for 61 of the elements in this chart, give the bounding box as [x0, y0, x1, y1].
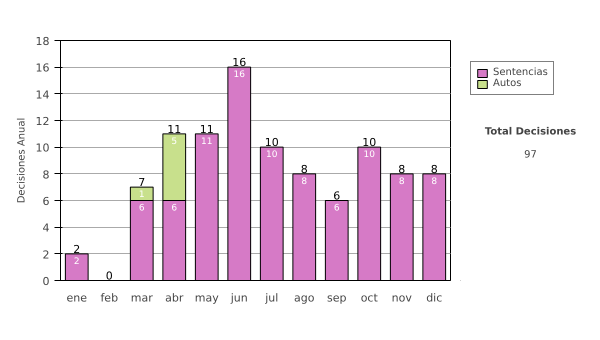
legend-label: Autos	[493, 78, 522, 89]
bar	[390, 173, 414, 280]
legend-label: Sentencias	[493, 67, 548, 78]
x-tick-label: feb	[100, 292, 118, 304]
data-label: 8	[398, 176, 405, 187]
text: 97	[524, 150, 537, 160]
total-label: 8	[300, 162, 308, 176]
data-label: 10	[266, 150, 278, 160]
data-label: 8	[301, 176, 308, 187]
y-axis-title: Decisiones Anual	[16, 118, 28, 204]
data-label: 6	[171, 204, 178, 214]
y-tick-label: 4	[42, 222, 50, 235]
text: 0	[106, 270, 113, 282]
total-label: 11	[200, 122, 214, 136]
y-tick-label: 6	[42, 195, 50, 208]
data-label: 10	[364, 150, 376, 160]
bar	[260, 146, 284, 280]
x-tick-label: abr	[165, 292, 184, 304]
total-label: 7	[138, 176, 146, 190]
x-tick-label: mar	[130, 292, 154, 304]
bar	[324, 200, 349, 280]
bar	[64, 253, 89, 280]
data-label: 6	[138, 204, 145, 214]
x-tick-label: jul	[264, 292, 278, 304]
x-tick-label: sep	[327, 292, 347, 304]
y-tick-label: 18	[36, 35, 50, 48]
data-label: 5	[171, 136, 178, 147]
data-label: 16	[234, 70, 246, 80]
data-label: 8	[431, 176, 438, 187]
data-label: 11	[201, 136, 212, 147]
x-tick-label: jun	[230, 292, 248, 304]
total-label: 6	[333, 190, 340, 202]
text: Total Decisiones	[484, 126, 576, 138]
x-tick-label: may	[194, 292, 220, 304]
y-tick-label: 0	[42, 275, 50, 288]
data-label: 1	[138, 190, 145, 200]
total-label: 11	[167, 122, 182, 136]
y-tick-label: 16	[36, 62, 50, 75]
total-label: 8	[430, 162, 438, 176]
y-tick-label: 8	[42, 168, 50, 182]
data-label: 6	[334, 204, 340, 214]
y-tick-label: 12	[36, 115, 50, 128]
x-tick-label: ago	[294, 292, 315, 304]
x-tick-label: oct	[360, 292, 378, 304]
x-tick-label: dic	[426, 292, 442, 304]
y-tick-label: 2	[42, 248, 50, 262]
bar	[357, 146, 382, 280]
bar	[194, 133, 219, 280]
bar	[227, 66, 252, 280]
x-tick-label: ene	[66, 292, 88, 304]
y-tick-label: 14	[36, 88, 50, 102]
bar	[422, 173, 446, 280]
total-label: 16	[232, 56, 246, 70]
x-tick-label: nov	[392, 292, 412, 304]
total-label: 8	[398, 162, 406, 176]
bar	[292, 173, 316, 280]
data-label: 2	[74, 256, 80, 267]
y-tick-label: 10	[36, 142, 50, 155]
total-label: 10	[362, 136, 376, 150]
total-label: 2	[73, 242, 80, 256]
total-label: 10	[264, 136, 279, 150]
